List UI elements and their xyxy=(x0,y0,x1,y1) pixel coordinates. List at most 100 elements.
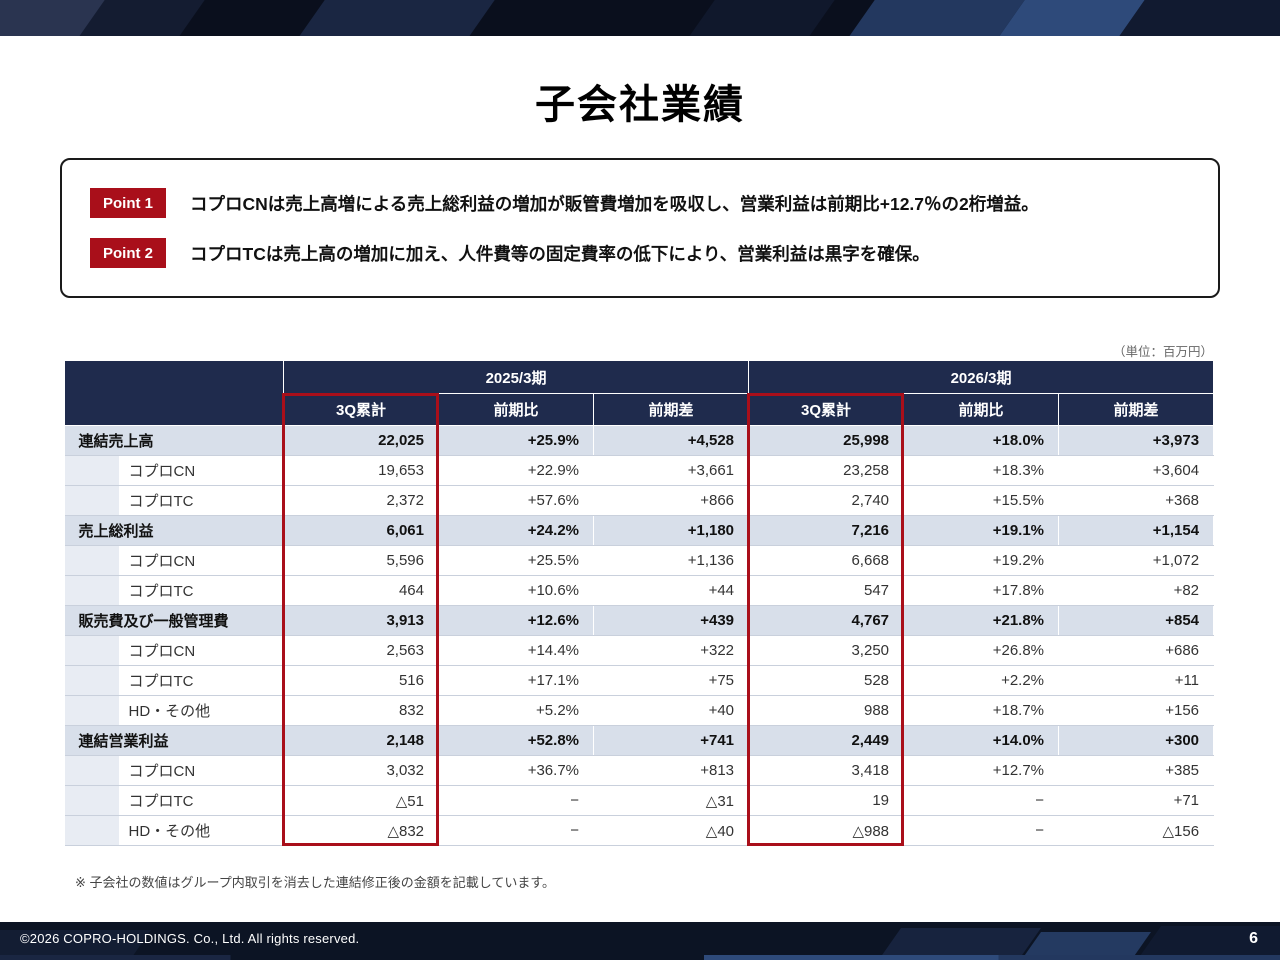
copyright-text: ©2026 COPRO-HOLDINGS. Co., Ltd. All righ… xyxy=(20,931,360,946)
table-row: コプロTC 516 +17.1% +75 528 +2.2% +11 xyxy=(64,665,1215,696)
cell-value: +322 xyxy=(593,635,750,666)
period-header-row: 2025/3期 2026/3期 xyxy=(64,360,1215,426)
cell-value: +866 xyxy=(593,485,750,516)
cell-value: 528 xyxy=(748,665,905,696)
cell-value: 2,563 xyxy=(283,635,439,666)
cell-value: 25,998 xyxy=(748,425,905,456)
cell-value: +71 xyxy=(1058,785,1215,816)
unit-note: （単位：百万円） xyxy=(1112,345,1213,359)
cell-value: 5,596 xyxy=(283,545,439,576)
row-label: HD・その他 xyxy=(64,695,284,726)
column-header-row: 3Q累計 前期比 前期差 3Q累計 前期比 前期差 xyxy=(65,393,1215,426)
col-header-3q-2026: 3Q累計 xyxy=(748,393,905,426)
cell-value: 2,740 xyxy=(748,485,905,516)
cell-value: +40 xyxy=(593,695,750,726)
cell-value: 7,216 xyxy=(748,515,905,546)
cell-value: +1,136 xyxy=(593,545,750,576)
page-number: 6 xyxy=(1249,930,1258,947)
subsidiary-results-table-wrap: 2025/3期 2026/3期 3Q累計 前期比 前期差 3Q累計 前期比 前期… xyxy=(64,360,1215,846)
table-row: コプロCN 2,563 +14.4% +322 3,250 +26.8% +686 xyxy=(64,635,1215,666)
col-header-diff-2025: 前期差 xyxy=(592,393,750,426)
cell-value: +21.8% xyxy=(903,605,1060,636)
cell-value: +57.6% xyxy=(438,485,594,516)
table-row: 連結売上高 22,025 +25.9% +4,528 25,998 +18.0% +3,97… xyxy=(64,425,1215,456)
cell-value: +3,973 xyxy=(1058,425,1215,456)
cell-value: +5.2% xyxy=(438,695,594,726)
cell-value: +18.7% xyxy=(903,695,1060,726)
cell-value: − xyxy=(438,785,594,816)
cell-value: +813 xyxy=(593,755,750,786)
cell-value: +26.8% xyxy=(903,635,1060,666)
table-row: コプロTC 2,372 +57.6% +866 2,740 +15.5% +368 xyxy=(64,485,1215,516)
cell-value: +18.3% xyxy=(903,455,1060,486)
table-row: コプロCN 19,653 +22.9% +3,661 23,258 +18.3% +3,60… xyxy=(64,455,1215,486)
table-row: コプロTC 464 +10.6% +44 547 +17.8% +82 xyxy=(64,575,1215,606)
row-label: コプロTC xyxy=(64,665,284,696)
key-points-box: Point 1 コプロCNは売上高増による売上総利益の増加が販管費増加を吸収し、… xyxy=(60,158,1220,298)
table-row: 連結営業利益 2,148 +52.8% +741 2,449 +14.0% +300 xyxy=(64,725,1215,756)
col-header-diff-2026: 前期差 xyxy=(1058,393,1215,426)
row-label: 販売費及び一般管理費 xyxy=(64,605,284,636)
cell-value: +75 xyxy=(593,665,750,696)
row-label: コプロTC xyxy=(64,785,284,816)
cell-value: 19,653 xyxy=(283,455,439,486)
cell-value: 19 xyxy=(748,785,905,816)
cell-value: +18.0% xyxy=(903,425,1060,456)
footer-bar: ©2026 COPRO-HOLDINGS. Co., Ltd. All righ… xyxy=(0,922,1280,960)
cell-value: 2,148 xyxy=(283,725,439,756)
col-header-3q-2025: 3Q累計 xyxy=(283,393,439,426)
period-header-2026: 2026/3期 xyxy=(748,360,1215,394)
cell-value: 988 xyxy=(748,695,905,726)
cell-value: 2,449 xyxy=(748,725,905,756)
table-row: HD・その他 832 +5.2% +40 988 +18.7% +156 xyxy=(64,695,1215,726)
cell-value: − xyxy=(903,815,1060,846)
point-row-2: Point 2 コプロTCは売上高の増加に加え、人件費等の固定費率の低下により、… xyxy=(90,238,1190,268)
cell-value: +4,528 xyxy=(593,425,750,456)
cell-value: +19.2% xyxy=(903,545,1060,576)
cell-value: +25.5% xyxy=(438,545,594,576)
point-2-text: コプロTCは売上高の増加に加え、人件費等の固定費率の低下により、営業利益は黒字を… xyxy=(190,243,930,264)
cell-value: +24.2% xyxy=(438,515,594,546)
cell-value: 4,767 xyxy=(748,605,905,636)
point-1-badge: Point 1 xyxy=(90,188,166,218)
row-label: 売上総利益 xyxy=(64,515,284,546)
cell-value: +854 xyxy=(1058,605,1215,636)
page-title: 子会社業績 xyxy=(535,83,745,127)
table-body: 連結売上高 22,025 +25.9% +4,528 25,998 +18.0% +3,97… xyxy=(64,425,1215,846)
cell-value: +439 xyxy=(593,605,750,636)
diagonal-shape xyxy=(285,0,505,36)
footnote: ※ 子会社の数値はグループ内取引を消去した連結修正後の金額を記載しています。 xyxy=(75,875,556,890)
cell-value: 3,250 xyxy=(748,635,905,666)
table-row: コプロCN 5,596 +25.5% +1,136 6,668 +19.2% +1,072 xyxy=(64,545,1215,576)
cell-value: +36.7% xyxy=(438,755,594,786)
cell-value: +1,072 xyxy=(1058,545,1215,576)
cell-value: 23,258 xyxy=(748,455,905,486)
diagonal-shape xyxy=(675,0,845,36)
point-2-badge: Point 2 xyxy=(90,238,166,268)
cell-value: +12.7% xyxy=(903,755,1060,786)
cell-value: 832 xyxy=(283,695,439,726)
cell-value: 3,913 xyxy=(283,605,439,636)
cell-value: +25.9% xyxy=(438,425,594,456)
cell-value: +12.6% xyxy=(438,605,594,636)
cell-value: 547 xyxy=(748,575,905,606)
cell-value: +17.1% xyxy=(438,665,594,696)
row-label: コプロTC xyxy=(64,485,284,516)
cell-value: △988 xyxy=(748,815,905,846)
cell-value: +385 xyxy=(1058,755,1215,786)
cell-value: +44 xyxy=(593,575,750,606)
cell-value: +82 xyxy=(1058,575,1215,606)
cell-value: 22,025 xyxy=(283,425,439,456)
cell-value: 3,032 xyxy=(283,755,439,786)
cell-value: +741 xyxy=(593,725,750,756)
point-1-text: コプロCNは売上高増による売上総利益の増加が販管費増加を吸収し、営業利益は前期比… xyxy=(190,193,1039,214)
row-label: コプロCN xyxy=(64,635,284,666)
col-header-yoy-2025: 前期比 xyxy=(438,393,594,426)
table-row: 売上総利益 6,061 +24.2% +1,180 7,216 +19.1% +1,154 xyxy=(64,515,1215,546)
cell-value: 3,418 xyxy=(748,755,905,786)
cell-value: △832 xyxy=(283,815,439,846)
cell-value: +156 xyxy=(1058,695,1215,726)
top-decorative-bar xyxy=(0,0,1280,36)
bottom-accent-strip xyxy=(0,955,1280,960)
